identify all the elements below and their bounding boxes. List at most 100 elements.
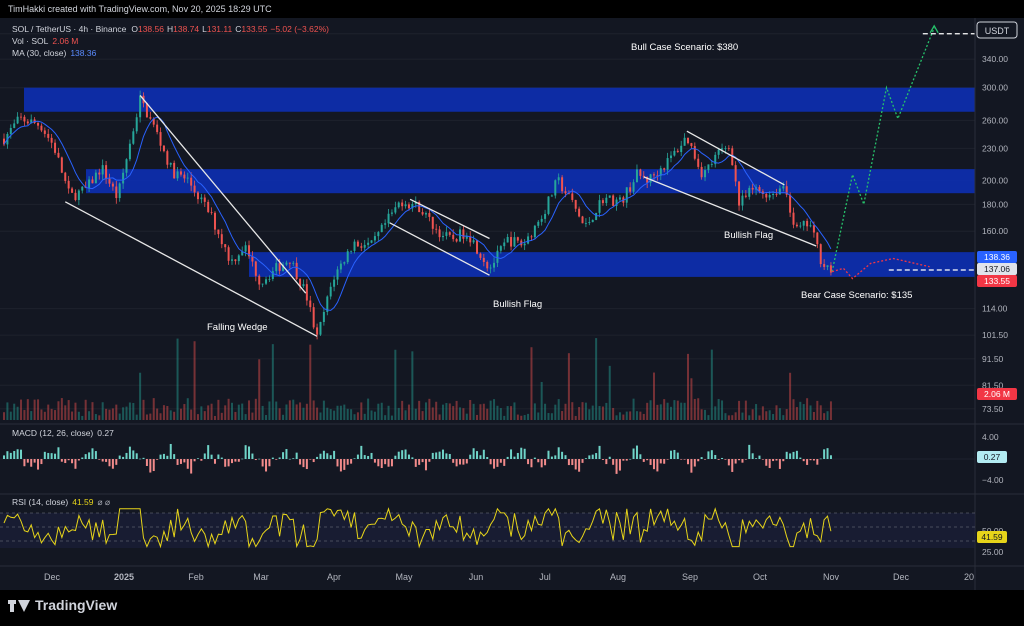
- candle-body: [40, 125, 43, 131]
- macd-bar: [717, 459, 720, 460]
- macd-bar: [350, 459, 353, 464]
- macd-bar: [465, 459, 468, 464]
- candle-body: [81, 186, 84, 191]
- volume-bar: [411, 351, 414, 420]
- macd-bar: [486, 457, 489, 459]
- macd-bar: [591, 454, 594, 459]
- candle-body: [744, 195, 747, 197]
- volume-bar: [128, 402, 131, 420]
- macd-bar: [265, 459, 268, 472]
- candle-body: [9, 127, 12, 134]
- volume-bar: [533, 403, 536, 420]
- volume-bar: [37, 399, 40, 420]
- macd-bar: [159, 454, 162, 459]
- candle-body: [139, 95, 142, 118]
- candle-body: [282, 264, 285, 271]
- candle-body: [210, 212, 213, 213]
- macd-bar: [547, 450, 550, 459]
- volume-bar: [176, 338, 179, 420]
- volume-bar: [489, 400, 492, 420]
- candle-body: [629, 187, 632, 192]
- volume-bar: [132, 402, 135, 420]
- volume-bar: [237, 404, 240, 420]
- macd-bar: [554, 455, 557, 459]
- candle-body: [380, 224, 383, 233]
- candle-body: [367, 242, 370, 245]
- price-tick-label: 160.00: [982, 226, 1008, 236]
- price-zones: [24, 87, 975, 277]
- macd-bar: [367, 455, 370, 459]
- candle-body: [295, 262, 298, 279]
- volume-bar: [40, 409, 43, 420]
- volume-bar: [591, 405, 594, 420]
- macd-bar: [370, 452, 373, 459]
- bull-case-label: Bull Case Scenario: $380: [631, 42, 738, 53]
- macd-bar: [333, 450, 336, 459]
- macd-bar: [639, 454, 642, 459]
- volume-bar: [663, 399, 666, 420]
- macd-bar: [67, 459, 70, 461]
- rsi-tick-25: 25.00: [982, 547, 1004, 557]
- candle-body: [789, 194, 792, 213]
- macd-bar: [564, 455, 567, 459]
- volume-bar: [159, 413, 162, 420]
- candle-body: [47, 133, 50, 138]
- candle-body: [530, 236, 533, 238]
- volume-bar: [441, 404, 444, 420]
- price-tick-label: 73.50: [982, 404, 1004, 414]
- macd-bar: [758, 455, 761, 459]
- candle-body: [200, 197, 203, 200]
- candle-body: [350, 250, 353, 252]
- candle-body: [816, 232, 819, 245]
- volume-bar: [217, 399, 220, 420]
- volume-bar: [333, 410, 336, 420]
- volume-bar: [231, 402, 234, 420]
- tradingview-brand[interactable]: TradingView: [8, 597, 117, 613]
- volume-bar: [452, 406, 455, 420]
- volume-bar: [823, 413, 826, 420]
- candle-body: [591, 219, 594, 223]
- price-badge-label: 133.55: [984, 276, 1010, 286]
- currency-badge[interactable]: [976, 21, 1018, 39]
- volume-bar: [785, 409, 788, 420]
- volume-bar: [336, 405, 339, 420]
- candle-body: [37, 122, 40, 126]
- candle-body: [183, 174, 186, 179]
- volume-bar: [169, 410, 172, 420]
- macd-bar: [397, 451, 400, 459]
- candle-body: [88, 179, 91, 189]
- volume-bar: [625, 411, 628, 420]
- macd-bar: [533, 457, 536, 459]
- chart-canvas[interactable]: 380.00340.00300.00260.00230.00200.00180.…: [0, 0, 1024, 590]
- volume-bar: [782, 415, 785, 420]
- macd-bar: [618, 459, 621, 471]
- macd-bar: [261, 459, 264, 467]
- time-axis[interactable]: Dec 2025 Feb Mar Apr May Jun Jul Aug Sep Oct Nov Dec…: [44, 572, 974, 582]
- macd-bar: [489, 459, 492, 465]
- candle-body: [13, 123, 16, 128]
- price-badges: 138.36 137.06 133.55 2.06 M: [977, 251, 1017, 400]
- candle-body: [176, 171, 179, 179]
- macd-bar: [761, 459, 764, 460]
- macd-bar: [431, 452, 434, 459]
- candle-body: [309, 300, 312, 308]
- macd-bar: [278, 457, 281, 459]
- candle-body: [407, 204, 410, 209]
- macd-bar: [101, 459, 104, 462]
- price-tick-label: 81.50: [982, 380, 1004, 390]
- candle-body: [748, 187, 751, 197]
- macd-bar: [224, 459, 227, 467]
- candle-body: [550, 195, 553, 197]
- candle-body: [690, 143, 693, 147]
- candle-body: [288, 262, 291, 264]
- candle-body: [26, 121, 29, 124]
- macd-bar: [438, 451, 441, 459]
- macd-bar: [785, 451, 788, 459]
- macd-bar: [652, 459, 655, 470]
- macd-bar: [755, 458, 758, 459]
- candle-body: [571, 193, 574, 200]
- volume-bar: [438, 414, 441, 420]
- volume-bar: [258, 359, 261, 420]
- candle-body: [601, 200, 604, 204]
